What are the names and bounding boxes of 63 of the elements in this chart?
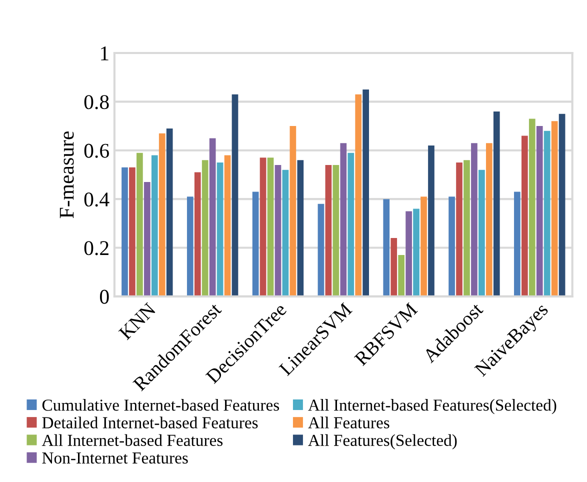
bar [232, 94, 238, 296]
bar [413, 208, 420, 296]
bar [558, 114, 566, 296]
bar [464, 160, 470, 296]
bar [282, 170, 289, 296]
bar [348, 152, 354, 296]
bar [471, 143, 478, 296]
bar [478, 170, 485, 296]
bar [521, 136, 528, 296]
y-axis-title: F-measure [60, 131, 74, 218]
y-tick-label: 0.6 [84, 144, 109, 158]
bar [224, 155, 231, 296]
legend-label: Cumulative Internet-based Features [42, 399, 280, 411]
bar [514, 192, 520, 296]
bar [398, 255, 405, 296]
bar [325, 164, 332, 296]
legend-label: All Internet-based Features(Selected) [308, 399, 556, 414]
bar [355, 94, 362, 296]
bar [536, 126, 543, 296]
bar [136, 152, 143, 296]
legend-label: All Features [308, 416, 390, 428]
bar [297, 160, 304, 296]
bar [158, 133, 166, 296]
y-tick-label: 0.2 [84, 241, 108, 256]
bar [493, 111, 500, 296]
y-tick-label: 1 [101, 46, 108, 60]
bar [267, 158, 274, 296]
y-tick-label: 0.8 [84, 95, 109, 110]
legend-label: Detailed Internet-based Features [42, 416, 258, 428]
bar [166, 128, 173, 296]
bar [194, 172, 201, 296]
bar [216, 162, 224, 296]
bar [332, 164, 340, 296]
bar [274, 164, 282, 296]
bar [428, 146, 434, 296]
legend-label: All Features(Selected) [308, 434, 457, 450]
bar [252, 192, 259, 296]
bar [551, 121, 558, 296]
bar [186, 196, 194, 296]
bar [456, 162, 462, 296]
bar [122, 167, 128, 296]
bar [129, 167, 136, 296]
bar [340, 143, 347, 296]
bar [209, 138, 216, 296]
bar [448, 196, 455, 296]
bar [151, 155, 158, 296]
bar [383, 199, 390, 296]
bar [144, 182, 150, 296]
y-tick-label: 0.4 [84, 192, 110, 207]
bar [486, 143, 492, 296]
bar [260, 158, 266, 296]
bar [202, 160, 208, 296]
legend-label: Non-Internet Features [42, 452, 188, 464]
bar [290, 126, 296, 296]
bar [544, 130, 550, 296]
bar [390, 238, 398, 296]
bar [406, 211, 412, 296]
y-tick-label: 0 [100, 290, 109, 304]
legend-label: All Internet-based Features [42, 434, 223, 446]
bar [318, 204, 324, 296]
bar [420, 196, 427, 296]
bar [528, 118, 536, 296]
bar [362, 90, 369, 296]
